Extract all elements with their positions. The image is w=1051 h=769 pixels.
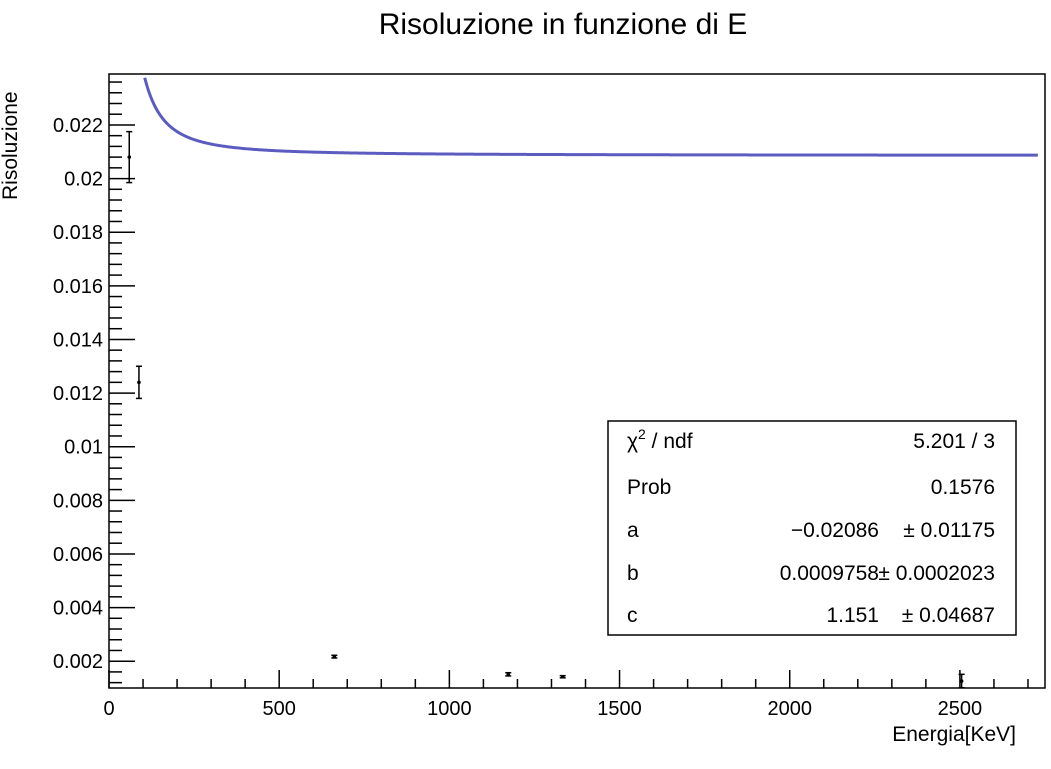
stats-label: Prob bbox=[627, 476, 671, 499]
stats-row: χ2 / ndf 5.201 / 3 bbox=[627, 426, 995, 453]
x-tick-label: 2000 bbox=[767, 698, 812, 720]
y-tick-label: 0.002 bbox=[53, 651, 103, 673]
y-tick-label: 0.012 bbox=[53, 383, 103, 405]
y-tick-label: 0.014 bbox=[53, 329, 103, 351]
data-point bbox=[958, 673, 965, 689]
chart-title: Risoluzione in funzione di E bbox=[379, 8, 748, 41]
stats-box-frame bbox=[607, 420, 1017, 636]
y-tick-label: 0.01 bbox=[64, 437, 103, 459]
y-tick-label: 0.018 bbox=[53, 222, 103, 244]
x-axis-label: Energia[KeV] bbox=[892, 723, 1016, 746]
stats-label: b bbox=[627, 562, 639, 585]
stats-row: b 0.0009758 ± 0.0002023 bbox=[627, 562, 995, 585]
point-marker bbox=[137, 380, 141, 385]
y-tick-label: 0.016 bbox=[53, 276, 103, 298]
point-marker bbox=[506, 672, 511, 677]
stats-value: 0.0009758 bbox=[780, 562, 879, 585]
x-tick-label: 1500 bbox=[597, 698, 642, 720]
y-axis-label: Risoluzione bbox=[0, 91, 22, 200]
y-tick-label: 0.02 bbox=[64, 169, 103, 191]
point-marker bbox=[959, 679, 964, 683]
point-marker bbox=[560, 674, 565, 679]
y-tick-label: 0.022 bbox=[53, 115, 103, 137]
stats-label: a bbox=[627, 519, 639, 542]
x-tick-label: 2500 bbox=[938, 698, 983, 720]
axis-ticks: 0.002 0.004 0.006 0.008 0.01 0.012 0.014 0.016 0… bbox=[53, 81, 1029, 720]
stats-error: ± 0.04687 bbox=[902, 604, 995, 627]
stats-row: Prob 0.1576 bbox=[627, 476, 995, 499]
stats-row: c 1.151 ± 0.04687 bbox=[627, 604, 995, 627]
stats-value: −0.02086 bbox=[791, 519, 879, 542]
data-point bbox=[505, 671, 512, 677]
y-tick-label: 0.008 bbox=[53, 490, 103, 512]
data-point bbox=[559, 674, 566, 679]
x-tick-label: 500 bbox=[262, 698, 295, 720]
stats-error: ± 0.01175 bbox=[903, 519, 995, 542]
stats-box: χ2 / ndf 5.201 / 3 Prob 0.1576 a −0.02086 ± 0.… bbox=[607, 420, 1017, 636]
data-points bbox=[126, 130, 965, 689]
stats-row: a −0.02086 ± 0.01175 bbox=[627, 519, 995, 542]
x-tick-label: 1000 bbox=[427, 698, 472, 720]
stats-label: c bbox=[627, 604, 638, 627]
stats-error: ± 0.0002023 bbox=[878, 562, 995, 585]
fit-curve bbox=[143, 77, 1038, 157]
plot-frame bbox=[108, 73, 1046, 689]
stats-value: 5.201 / 3 bbox=[913, 430, 995, 453]
x-tick-label: 0 bbox=[103, 698, 114, 720]
stats-label: χ2 / ndf bbox=[627, 426, 693, 453]
stats-value: 1.151 bbox=[826, 604, 879, 627]
point-marker bbox=[332, 654, 337, 659]
data-point bbox=[126, 130, 133, 184]
data-point bbox=[135, 365, 142, 400]
y-tick-label: 0.004 bbox=[53, 598, 103, 620]
point-marker bbox=[127, 155, 132, 159]
stats-value: 0.1576 bbox=[931, 476, 995, 499]
data-point bbox=[331, 654, 338, 659]
y-tick-label: 0.006 bbox=[53, 544, 103, 566]
